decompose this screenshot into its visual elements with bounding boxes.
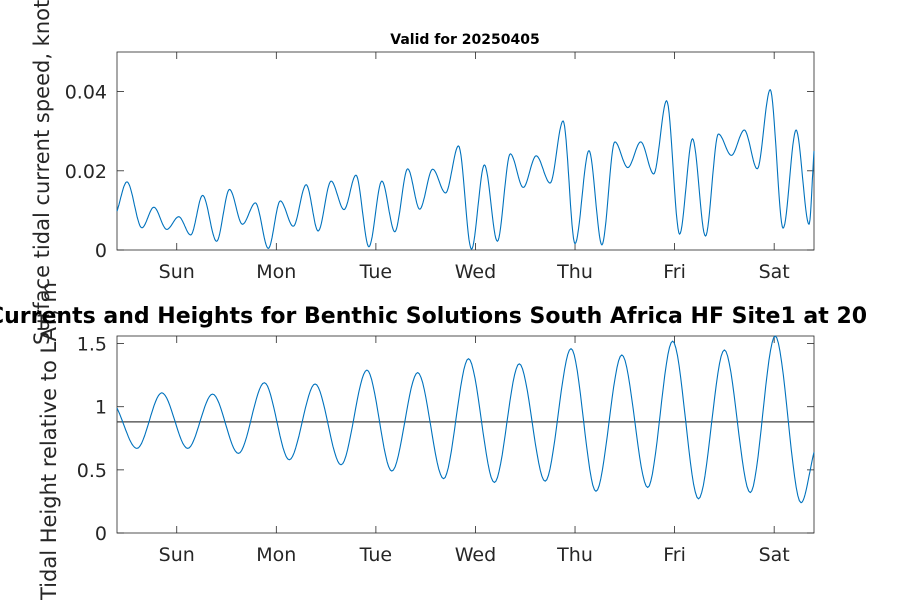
bottom-tidal-height-line (116, 335, 815, 504)
bottom-plot-area (116, 335, 815, 534)
top-plot-area (116, 51, 815, 251)
bottom-panel: Sun Mon Tue Wed Thu Fri Sat 0 0.5 1 1.5 (77, 334, 815, 566)
top-panel: Sun Mon Tue Wed Thu Fri Sat 0 0.02 0.04 Valid fo… (65, 32, 815, 283)
bottom-y-tick-label: 0.5 (77, 460, 107, 482)
top-x-tick-label: Wed (455, 261, 496, 283)
bottom-x-tick-label: Sat (759, 544, 790, 566)
top-y-ticks: 0 0.02 0.04 (65, 82, 814, 262)
figure-title: Currents and Heights for Benthic Solutio… (0, 304, 867, 329)
top-x-tick-label: Sun (159, 261, 195, 283)
bottom-y-ticks: 0 0.5 1 1.5 (77, 334, 814, 545)
bottom-y-tick-label: 0 (95, 523, 107, 545)
top-x-tick-label: Tue (359, 261, 392, 283)
top-title: Valid for 20250405 (390, 32, 539, 48)
top-y-tick-label: 0 (95, 240, 107, 262)
bottom-y-tick-label: 1.5 (77, 334, 107, 356)
bottom-x-tick-label: Thu (556, 544, 593, 566)
bottom-y-axis-label: Tidal Height relative to LAT, m (37, 282, 61, 600)
top-current-speed-line (116, 89, 815, 250)
bottom-x-ticks: Sun Mon Tue Wed Thu Fri Sat (159, 336, 790, 566)
bottom-x-tick-label: Fri (663, 544, 686, 566)
top-y-tick-label: 0.02 (65, 161, 107, 183)
bottom-x-tick-label: Tue (359, 544, 392, 566)
top-x-tick-label: Thu (556, 261, 593, 283)
bottom-x-tick-label: Wed (455, 544, 496, 566)
bottom-x-tick-label: Sun (159, 544, 195, 566)
top-y-tick-label: 0.04 (65, 82, 107, 104)
top-x-tick-label: Fri (663, 261, 686, 283)
top-x-tick-label: Mon (256, 261, 296, 283)
top-x-ticks: Sun Mon Tue Wed Thu Fri Sat (159, 52, 790, 283)
top-y-axis-label: Surface tidal current speed, knots (30, 0, 54, 345)
bottom-y-tick-label: 1 (95, 397, 107, 419)
bottom-x-tick-label: Mon (256, 544, 296, 566)
top-x-tick-label: Sat (759, 261, 790, 283)
